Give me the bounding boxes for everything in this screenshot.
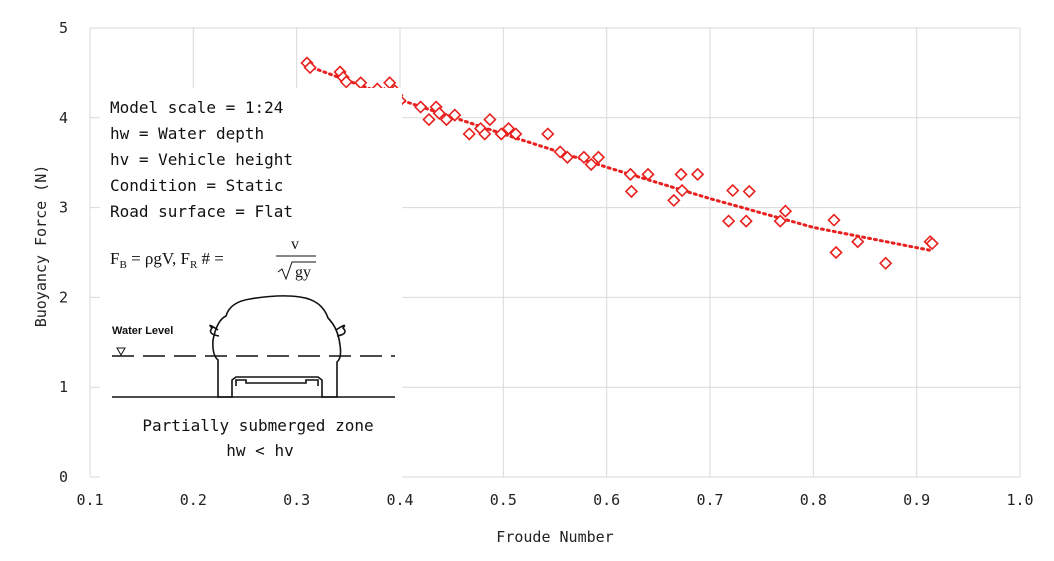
data-point-diamond xyxy=(624,184,639,199)
vehicle-right-mirror xyxy=(335,324,346,337)
x-tick-labels: 0.1 0.2 0.3 0.4 0.5 0.6 0.7 0.8 0.9 1.0 xyxy=(76,491,1033,509)
data-point-diamond xyxy=(494,127,508,141)
water-level-marker-icon xyxy=(116,347,126,357)
x-tick-label: 0.5 xyxy=(490,491,517,509)
data-point-diamond xyxy=(879,256,893,270)
data-point-diamond xyxy=(439,112,454,127)
annotation-line-5: Road surface = Flat xyxy=(110,202,293,221)
x-tick-label: 1.0 xyxy=(1006,491,1033,509)
data-point-diamond xyxy=(827,213,841,227)
data-point-diamond xyxy=(778,204,793,218)
data-point-diamond xyxy=(675,183,689,198)
x-tick-label: 0.9 xyxy=(903,491,930,509)
data-point-diamond xyxy=(690,167,705,182)
x-tick-label: 0.6 xyxy=(593,491,620,509)
data-point-diamond xyxy=(483,112,497,127)
data-point-diamond xyxy=(432,106,446,120)
data-point-diamond xyxy=(462,127,476,141)
vehicle-underbody xyxy=(235,379,319,386)
data-point-diamond xyxy=(303,60,317,75)
y-tick-label: 1 xyxy=(59,378,68,396)
data-point-diamond xyxy=(584,157,598,172)
vehicle-left-mirror xyxy=(209,324,220,337)
data-point-diamond xyxy=(773,214,787,228)
x-tick-label: 0.3 xyxy=(283,491,310,509)
formula: FB = ρgV, FR # = v gy xyxy=(110,236,316,281)
data-point-diamond xyxy=(501,121,516,136)
data-point-diamond xyxy=(641,167,655,182)
zone-condition: hw < hv xyxy=(226,441,293,460)
data-point-diamond xyxy=(339,75,353,89)
annotation-line-1: Model scale = 1:24 xyxy=(110,98,283,117)
data-point-diamond xyxy=(623,167,638,182)
y-tick-label: 2 xyxy=(59,288,68,306)
y-tick-label: 4 xyxy=(59,109,68,127)
data-point-diamond xyxy=(851,235,865,249)
x-tick-label: 0.2 xyxy=(180,491,207,509)
data-point-diamond xyxy=(577,150,591,164)
water-level-label: Water Level xyxy=(112,325,173,337)
data-point-diamond xyxy=(478,127,492,141)
data-point-diamond xyxy=(829,245,843,260)
x-axis-title: Froude Number xyxy=(496,528,613,546)
data-point-diamond xyxy=(553,145,567,159)
x-tick-label: 0.1 xyxy=(76,491,103,509)
data-point-diamond xyxy=(726,183,740,198)
annotation-line-2: hw = Water depth xyxy=(110,124,264,143)
data-point-diamond xyxy=(674,167,688,182)
formula-denominator: gy xyxy=(295,264,311,281)
y-tick-label: 3 xyxy=(59,199,68,217)
data-point-diamond xyxy=(422,112,436,127)
y-tick-label: 5 xyxy=(59,19,68,37)
x-tick-label: 0.7 xyxy=(696,491,723,509)
data-point-diamond xyxy=(667,193,681,208)
annotation-line-4: Condition = Static xyxy=(110,176,283,195)
zone-label: Partially submerged zone xyxy=(142,416,373,435)
x-tick-label: 0.4 xyxy=(386,491,413,509)
data-point-diamond xyxy=(739,214,753,228)
y-tick-labels: 0 1 2 3 4 5 xyxy=(59,19,68,486)
y-axis-title: Buoyancy Force (N) xyxy=(32,165,50,328)
data-point-diamond xyxy=(448,108,462,122)
formula-text: FB = ρgV, FR # = xyxy=(110,249,224,271)
data-point-diamond xyxy=(509,127,523,141)
formula-sqrt-sign xyxy=(277,261,316,281)
y-tick-label: 0 xyxy=(59,468,68,486)
x-tick-label: 0.8 xyxy=(800,491,827,509)
data-point-diamond xyxy=(541,127,555,141)
annotation-line-3: hv = Vehicle height xyxy=(110,150,293,169)
data-point-diamond xyxy=(414,100,428,114)
data-point-diamond xyxy=(742,184,756,199)
data-point-diamond xyxy=(721,214,736,228)
annotation-panel: Model scale = 1:24 hw = Water depth hv =… xyxy=(100,88,402,478)
annotation-background xyxy=(100,88,402,478)
data-point-diamond xyxy=(591,150,606,164)
data-point-diamond xyxy=(925,236,939,251)
data-point-diamond xyxy=(560,150,575,164)
formula-numerator: v xyxy=(291,236,299,253)
